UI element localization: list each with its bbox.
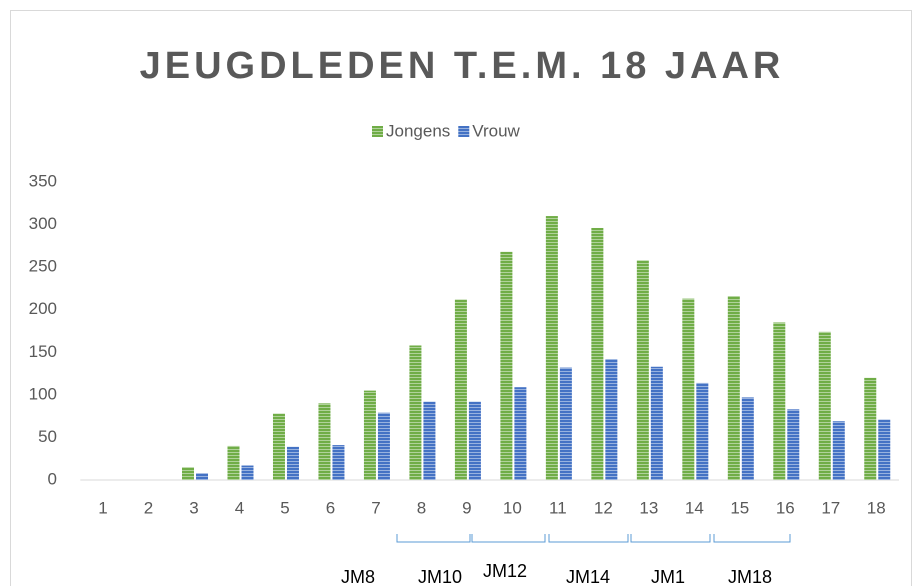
x-tick-label: 10	[503, 498, 522, 517]
bar	[196, 473, 209, 480]
bar	[818, 331, 831, 480]
bar	[227, 445, 240, 480]
x-tick-label: 3	[189, 498, 198, 517]
bar	[363, 390, 376, 480]
legend-label: Vrouw	[472, 121, 520, 140]
annotation: JM8	[341, 567, 375, 586]
y-tick-label: 0	[48, 469, 57, 488]
y-tick-label: 100	[29, 384, 57, 403]
bar	[514, 387, 527, 480]
bar	[559, 367, 572, 480]
annotation: JM1	[651, 567, 685, 586]
x-tick-label: 17	[821, 498, 840, 517]
bar	[605, 359, 618, 480]
annotation: JM14	[566, 567, 610, 586]
legend-label: Jongens	[386, 121, 450, 140]
x-tick-label: 15	[730, 498, 749, 517]
bar	[500, 251, 513, 480]
bar	[696, 382, 709, 480]
chart-border	[10, 10, 912, 586]
bar	[682, 298, 695, 480]
x-tick-label: 7	[371, 498, 380, 517]
x-tick-label: 18	[867, 498, 886, 517]
bracket	[713, 534, 791, 543]
bar	[741, 397, 754, 480]
bar	[787, 409, 800, 480]
bar	[272, 413, 285, 480]
legend-swatch	[372, 126, 383, 137]
x-tick-label: 5	[280, 498, 289, 517]
bar	[650, 366, 663, 480]
annotation: JM10	[418, 567, 462, 586]
y-tick-label: 50	[38, 427, 57, 446]
bracket	[630, 534, 711, 543]
x-tick-label: 6	[326, 498, 335, 517]
legend-swatch	[458, 126, 470, 137]
bar	[773, 322, 786, 480]
bar	[727, 296, 740, 480]
bar	[864, 377, 877, 480]
bar	[454, 299, 467, 480]
chart-title: JEUGDLEDEN T.E.M. 18 JAAR	[140, 45, 785, 87]
bracket	[548, 534, 629, 543]
y-tick-label: 200	[29, 299, 57, 318]
x-tick-label: 11	[549, 498, 567, 517]
bar	[468, 401, 481, 480]
annotation: JM12	[483, 561, 527, 581]
x-tick-label: 2	[144, 498, 153, 517]
x-tick-label: 1	[98, 498, 107, 517]
x-tick-label: 13	[639, 498, 658, 517]
bar	[318, 403, 331, 480]
bar	[377, 412, 390, 480]
x-tick-label: 8	[417, 498, 426, 517]
bar	[591, 227, 604, 480]
bar	[878, 419, 891, 480]
bar	[182, 467, 195, 480]
bar	[286, 446, 299, 480]
annotation: JM18	[728, 567, 772, 586]
bar	[832, 421, 845, 480]
y-tick-label: 150	[29, 342, 57, 361]
bar	[423, 401, 436, 480]
x-tick-label: 14	[685, 498, 704, 517]
y-tick-label: 250	[29, 257, 57, 276]
bar	[636, 260, 649, 480]
y-tick-label: 350	[29, 171, 57, 190]
bar	[241, 465, 254, 480]
bar	[332, 445, 345, 480]
x-tick-label: 16	[776, 498, 795, 517]
bar	[409, 345, 422, 480]
x-tick-label: 12	[594, 498, 613, 517]
x-tick-label: 9	[462, 498, 471, 517]
x-tick-label: 4	[235, 498, 244, 517]
bracket	[471, 534, 546, 543]
bracket	[396, 534, 471, 543]
y-tick-label: 300	[29, 214, 57, 233]
bar	[545, 216, 558, 481]
